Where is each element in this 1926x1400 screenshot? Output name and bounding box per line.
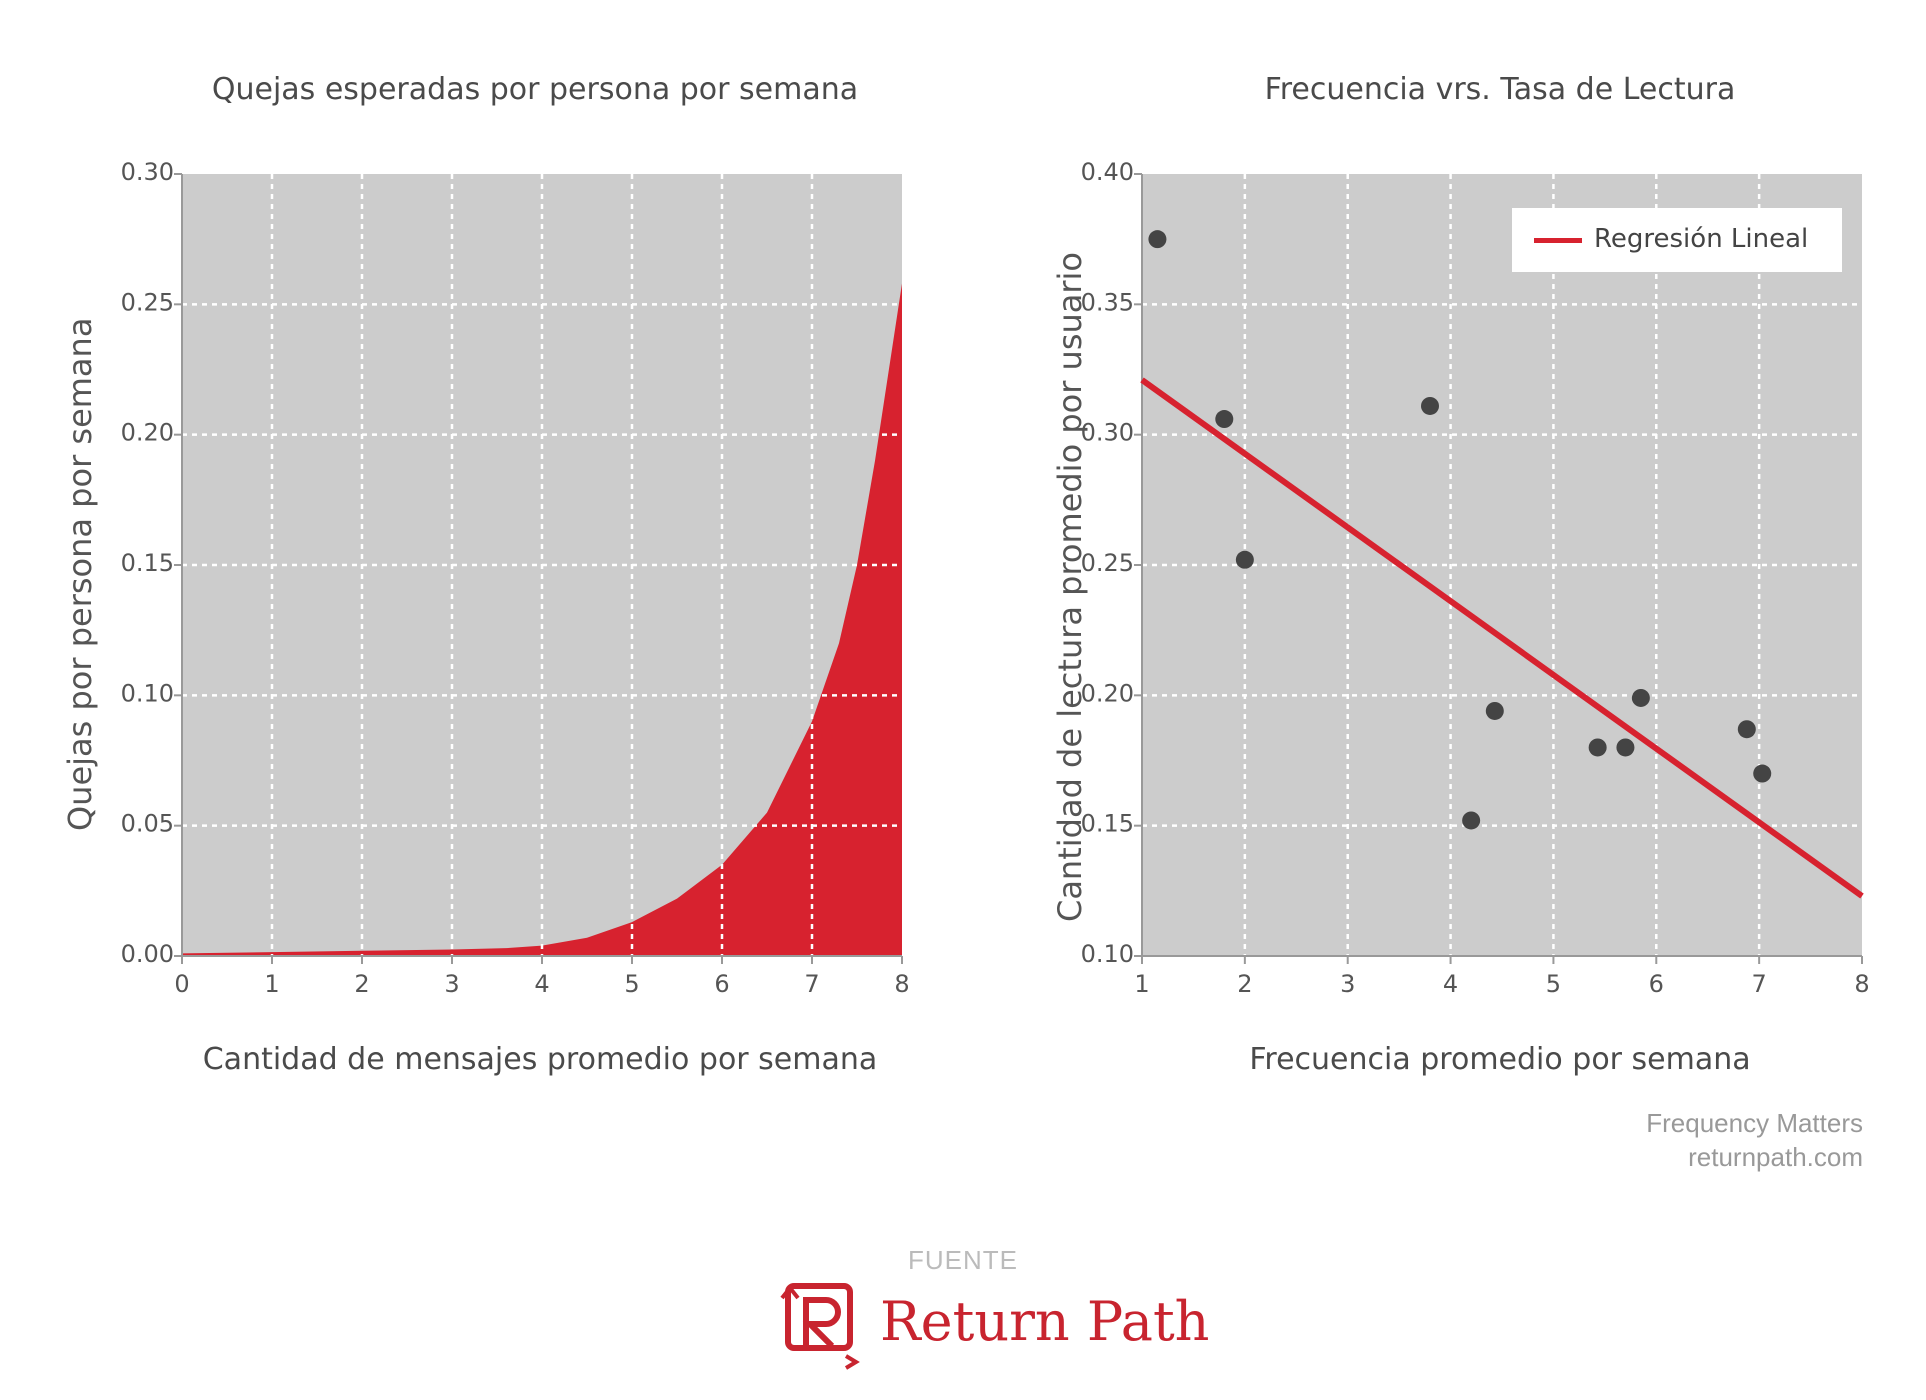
chart1-y-tick-label: 0.25 [121,288,174,316]
return-path-wordmark: Return Path [880,1290,1210,1353]
chart2-title: Frecuencia vrs. Tasa de Lectura [1264,72,1736,107]
chart2-y-tick-label: 0.15 [1081,810,1134,838]
chart1-title: Quejas esperadas por persona por semana [211,72,859,107]
chart1-area-fill [182,283,902,957]
chart2-y-tick-label: 0.35 [1081,288,1134,316]
chart2-x-tick-label: 2 [1237,970,1252,998]
chart2-scatter-point [1421,396,1439,415]
chart2-scatter-point [1631,688,1650,707]
credit-title: Frequency Matters [1646,1108,1863,1138]
chart2-scatter-point [1462,811,1481,830]
chart1-x-tick-label: 3 [444,970,459,998]
chart2-y-tick-label: 0.40 [1081,158,1134,186]
chart1-y-tick-label: 0.20 [121,419,174,447]
chart2-x-tick-label: 6 [1649,970,1664,998]
chart2-x-tick-label: 1 [1134,970,1149,998]
chart2-scatter-point [1485,701,1504,720]
chart2-scatter-point [1148,230,1167,249]
chart1-x-tick-label: 8 [894,970,909,998]
chart1-x-tick-label: 2 [354,970,369,998]
chart1-y-tick-label: 0.00 [121,940,174,968]
chart2-scatter-point [1753,764,1772,783]
chart2-xlabel: Frecuencia promedio por semana [1249,1042,1751,1077]
credit-url: returnpath.com [1688,1142,1863,1172]
chart1-x-tick-label: 7 [804,970,819,998]
return-path-logo: Return Path [780,1278,1209,1370]
chart1-xlabel: Cantidad de mensajes promedio por semana [202,1042,878,1077]
chart2-x-tick-label: 8 [1854,970,1869,998]
chart2-scatter-point [1616,738,1635,757]
legend-label: Regresión Lineal [1594,224,1809,254]
chart2-scatter-point [1588,738,1607,757]
chart1-y-tick-label: 0.10 [121,679,174,707]
legend: Regresión Lineal [1512,208,1842,272]
chart1-y-tick-label: 0.05 [121,810,174,838]
chart2-x-tick-label: 3 [1340,970,1355,998]
chart1-x-tick-label: 0 [174,970,189,998]
return-path-mark-icon [780,1283,860,1370]
legend-line-swatch [1534,238,1582,243]
chart2-y-tick-label: 0.10 [1081,940,1134,968]
chart2-y-tick-label: 0.30 [1081,419,1134,447]
chart2-y-tick-label: 0.20 [1081,679,1134,707]
chart1-x-tick-label: 5 [624,970,639,998]
chart2-scatter-point [1215,410,1234,429]
chart2-scatter-point [1235,550,1254,569]
chart2-x-tick-label: 7 [1752,970,1767,998]
source-label: FUENTE [908,1245,1018,1275]
chart2-x-tick-label: 4 [1443,970,1458,998]
chart2-scatter-point [1737,720,1756,739]
chart1-x-tick-label: 1 [264,970,279,998]
chart1-y-tick-label: 0.30 [121,158,174,186]
chart2-regression-line [1140,377,1864,899]
chart1-x-tick-label: 4 [534,970,549,998]
chart1-x-tick-label: 6 [714,970,729,998]
chart1-y-tick-label: 0.15 [121,549,174,577]
chart2-y-tick-label: 0.25 [1081,549,1134,577]
chart2-x-tick-label: 5 [1546,970,1561,998]
